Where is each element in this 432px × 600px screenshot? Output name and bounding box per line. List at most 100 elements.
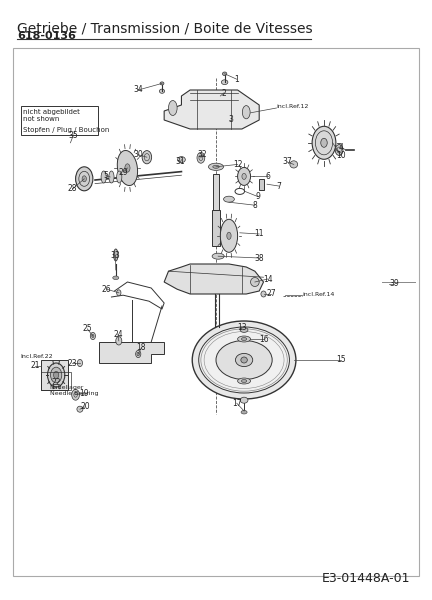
Ellipse shape — [116, 337, 122, 345]
Ellipse shape — [242, 106, 250, 119]
Ellipse shape — [224, 196, 234, 202]
Ellipse shape — [212, 253, 224, 259]
Ellipse shape — [136, 350, 141, 358]
Ellipse shape — [159, 89, 165, 93]
Ellipse shape — [51, 367, 62, 383]
Ellipse shape — [241, 379, 247, 383]
Text: 11: 11 — [254, 229, 264, 238]
Ellipse shape — [199, 327, 289, 393]
Text: 15: 15 — [337, 355, 346, 364]
Ellipse shape — [197, 152, 205, 163]
Ellipse shape — [54, 371, 59, 379]
Text: 37: 37 — [283, 157, 292, 166]
Ellipse shape — [72, 389, 79, 400]
Ellipse shape — [125, 164, 130, 172]
Ellipse shape — [137, 352, 140, 356]
Ellipse shape — [241, 357, 247, 363]
Text: 18: 18 — [137, 343, 146, 352]
Text: 6: 6 — [265, 172, 270, 181]
Ellipse shape — [48, 363, 65, 387]
Text: 7: 7 — [276, 182, 281, 191]
Bar — [213, 174, 219, 246]
Text: 34: 34 — [133, 85, 143, 94]
Ellipse shape — [227, 232, 231, 239]
Ellipse shape — [208, 163, 224, 170]
Text: 20: 20 — [80, 402, 90, 412]
Text: 29: 29 — [118, 168, 128, 176]
Ellipse shape — [77, 359, 83, 367]
Ellipse shape — [238, 378, 251, 384]
Text: 28: 28 — [68, 184, 77, 193]
Ellipse shape — [117, 290, 121, 296]
Text: 32: 32 — [197, 150, 207, 159]
Ellipse shape — [221, 80, 228, 85]
Text: 12: 12 — [233, 160, 242, 169]
Bar — [21, 106, 98, 135]
Text: 14: 14 — [263, 275, 273, 283]
Text: 26: 26 — [102, 284, 111, 293]
Ellipse shape — [92, 335, 94, 337]
Text: 35: 35 — [69, 130, 78, 139]
Ellipse shape — [77, 406, 83, 412]
Text: E3-01448A-01: E3-01448A-01 — [322, 572, 410, 585]
Ellipse shape — [241, 410, 247, 414]
Text: 16: 16 — [259, 335, 268, 343]
Ellipse shape — [109, 171, 114, 183]
Text: incl.Ref.12: incl.Ref.12 — [276, 104, 309, 109]
Ellipse shape — [238, 336, 251, 342]
Ellipse shape — [213, 165, 219, 168]
Text: 21: 21 — [31, 361, 40, 370]
Text: 4: 4 — [339, 142, 344, 151]
Text: 27: 27 — [267, 289, 276, 298]
Ellipse shape — [117, 151, 138, 185]
Text: 13: 13 — [237, 323, 247, 331]
Ellipse shape — [238, 167, 251, 185]
Text: nicht abgebildet
not shown: nicht abgebildet not shown — [23, 109, 80, 122]
Text: 31: 31 — [176, 157, 185, 166]
Bar — [212, 210, 220, 246]
Ellipse shape — [117, 171, 122, 183]
Text: 8: 8 — [253, 200, 257, 209]
Text: 24: 24 — [113, 329, 123, 338]
Text: 30: 30 — [133, 150, 143, 159]
Text: 19: 19 — [79, 389, 89, 398]
Ellipse shape — [261, 291, 266, 297]
Ellipse shape — [312, 127, 336, 159]
Ellipse shape — [168, 101, 177, 115]
Polygon shape — [164, 264, 264, 294]
Ellipse shape — [192, 321, 296, 399]
Ellipse shape — [101, 171, 106, 183]
Text: 38: 38 — [254, 254, 264, 263]
Bar — [41, 372, 71, 390]
Ellipse shape — [235, 353, 253, 367]
Text: Incl.Ref.22: Incl.Ref.22 — [21, 355, 54, 359]
Text: 3: 3 — [229, 115, 234, 124]
Text: Nadellager
Needle Bearing: Nadellager Needle Bearing — [50, 385, 98, 396]
Text: 25: 25 — [83, 324, 92, 334]
Ellipse shape — [90, 332, 95, 340]
Ellipse shape — [222, 72, 227, 76]
Text: 17: 17 — [232, 398, 241, 408]
Text: 5: 5 — [103, 170, 108, 180]
Text: 1: 1 — [235, 75, 239, 84]
Text: 9: 9 — [256, 192, 261, 201]
Bar — [259, 179, 264, 190]
Bar — [13, 48, 419, 576]
Ellipse shape — [82, 176, 86, 182]
Text: 10: 10 — [337, 151, 346, 160]
Text: 39: 39 — [390, 280, 399, 289]
Text: 23: 23 — [67, 358, 77, 367]
Text: incl.Ref.14: incl.Ref.14 — [302, 292, 335, 296]
Ellipse shape — [220, 219, 238, 252]
Polygon shape — [164, 90, 259, 129]
Ellipse shape — [335, 145, 343, 155]
Ellipse shape — [240, 328, 248, 332]
Ellipse shape — [290, 161, 298, 168]
Text: 618-0136: 618-0136 — [17, 31, 76, 41]
Ellipse shape — [241, 337, 247, 340]
Text: 33: 33 — [111, 251, 120, 259]
Ellipse shape — [240, 397, 248, 403]
Text: 22: 22 — [51, 379, 61, 388]
Text: Getriebe / Transmission / Boite de Vitesses: Getriebe / Transmission / Boite de Vites… — [17, 21, 313, 35]
Polygon shape — [41, 360, 68, 390]
